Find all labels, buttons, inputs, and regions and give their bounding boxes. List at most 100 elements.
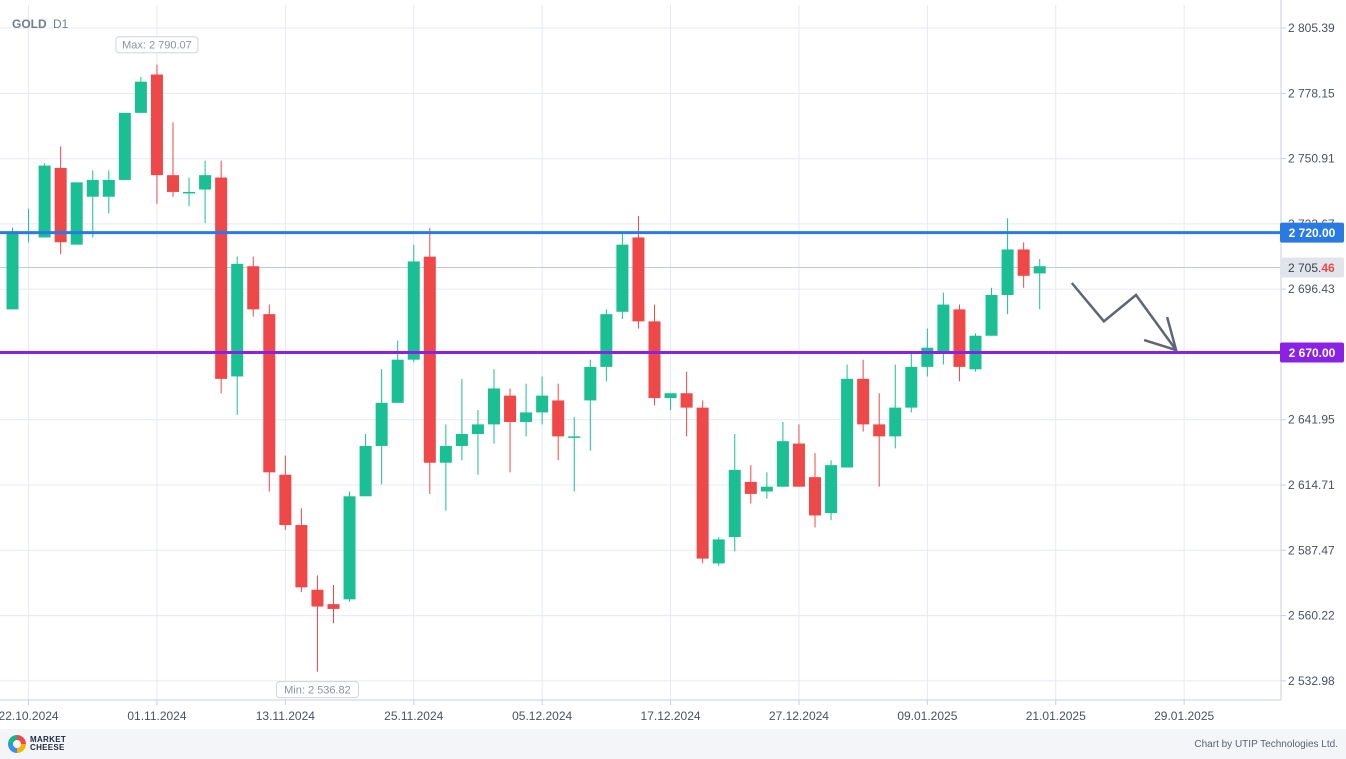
x-tick-label: 22.10.2024 bbox=[0, 709, 59, 723]
x-tick-label: 05.12.2024 bbox=[512, 709, 572, 723]
candle-bear[interactable] bbox=[167, 175, 179, 192]
x-tick-label: 21.01.2025 bbox=[1026, 709, 1086, 723]
footer-bar: MARKET CHEESE Chart by UTIP Technologies… bbox=[0, 729, 1346, 759]
candle-bull[interactable] bbox=[712, 539, 725, 564]
candle-bull[interactable] bbox=[985, 294, 998, 336]
candle-bear[interactable] bbox=[327, 604, 340, 609]
candle-bear[interactable] bbox=[744, 481, 757, 494]
forecast-arrowhead bbox=[1143, 316, 1178, 352]
candle-bear[interactable] bbox=[1017, 249, 1030, 276]
candle-bear[interactable] bbox=[857, 378, 870, 425]
current-price-tag bbox=[1280, 257, 1344, 278]
candle-bear[interactable] bbox=[150, 74, 163, 176]
candle-bull[interactable] bbox=[616, 244, 629, 312]
x-tick-label: 27.12.2024 bbox=[769, 709, 829, 723]
candle-bull[interactable] bbox=[199, 175, 212, 190]
y-tick-label: 2 641.95 bbox=[1288, 413, 1335, 427]
candle-bull[interactable] bbox=[455, 433, 468, 446]
x-tick-label: 17.12.2024 bbox=[641, 709, 701, 723]
y-tick-label: 2 750.91 bbox=[1288, 152, 1335, 166]
candle-bull[interactable] bbox=[584, 366, 597, 401]
y-tick-label: 2 560.22 bbox=[1288, 609, 1335, 623]
candle-bull[interactable] bbox=[471, 424, 484, 434]
chart-credit: Chart by UTIP Technologies Ltd. bbox=[1194, 739, 1338, 750]
candle-bull[interactable] bbox=[937, 304, 950, 353]
x-tick-label: 01.11.2024 bbox=[127, 709, 186, 723]
candle-bull[interactable] bbox=[407, 261, 420, 360]
forecast-arrow bbox=[1070, 282, 1178, 351]
candle-bull[interactable] bbox=[905, 366, 918, 408]
x-tick-label: 25.11.2024 bbox=[384, 709, 443, 723]
candle-bear[interactable] bbox=[295, 525, 308, 588]
max-label: Max: 2 790.07 bbox=[122, 40, 192, 52]
candle-bear[interactable] bbox=[504, 395, 517, 422]
candle-bull[interactable] bbox=[102, 179, 115, 197]
candle-bull[interactable] bbox=[134, 81, 147, 113]
candle-bear[interactable] bbox=[552, 400, 565, 437]
candle-bear[interactable] bbox=[792, 443, 805, 487]
candle-bull[interactable] bbox=[391, 359, 404, 403]
candle-bull[interactable] bbox=[343, 496, 356, 600]
candle-bull[interactable] bbox=[439, 445, 452, 463]
candle-bull[interactable] bbox=[118, 112, 131, 180]
candle-bear[interactable] bbox=[263, 314, 276, 473]
candle-bull[interactable] bbox=[760, 486, 773, 492]
candle-bull[interactable] bbox=[520, 412, 533, 422]
candle-bull[interactable] bbox=[359, 445, 372, 497]
candle-bull[interactable] bbox=[183, 191, 196, 194]
candle-bear[interactable] bbox=[247, 266, 260, 310]
logo-line-2: CHEESE bbox=[30, 743, 65, 752]
candle-bear[interactable] bbox=[54, 167, 67, 243]
x-tick-label: 29.01.2025 bbox=[1154, 709, 1214, 723]
candle-bear[interactable] bbox=[423, 256, 436, 463]
min-label: Min: 2 536.82 bbox=[284, 685, 351, 697]
max-label-box bbox=[115, 36, 199, 54]
y-tick-label: 2 532.98 bbox=[1288, 674, 1335, 688]
candle-bear[interactable] bbox=[648, 321, 661, 399]
price-chart[interactable]: 2 805.392 778.152 750.912 723.672 696.43… bbox=[0, 0, 1346, 729]
candle-bull[interactable] bbox=[1001, 249, 1014, 295]
candle-bull[interactable] bbox=[38, 165, 51, 238]
candle-bear[interactable] bbox=[279, 474, 292, 526]
candle-bear[interactable] bbox=[953, 309, 966, 367]
symbol-label: GOLD bbox=[12, 17, 47, 31]
candle-bull[interactable] bbox=[231, 263, 244, 377]
candle-bull[interactable] bbox=[536, 395, 549, 413]
candle-bull[interactable] bbox=[921, 347, 934, 367]
resistance-price-label: 2 720.00 bbox=[1289, 226, 1336, 240]
logo-line-1: MARKET bbox=[30, 735, 67, 744]
candle-bull[interactable] bbox=[568, 436, 581, 438]
x-tick-label: 09.01.2025 bbox=[897, 709, 957, 723]
x-tick-label: 13.11.2024 bbox=[256, 709, 315, 723]
candle-bull[interactable] bbox=[664, 393, 677, 399]
candle-bull[interactable] bbox=[841, 378, 854, 468]
candle-bear[interactable] bbox=[696, 407, 709, 559]
y-tick-label: 2 778.15 bbox=[1288, 86, 1335, 100]
y-tick-label: 2 587.47 bbox=[1288, 543, 1335, 557]
candle-bear[interactable] bbox=[873, 424, 886, 437]
candle-bear[interactable] bbox=[680, 393, 693, 408]
candle-bull[interactable] bbox=[6, 232, 19, 310]
support-price-label: 2 670.00 bbox=[1289, 346, 1336, 360]
candle-bull[interactable] bbox=[86, 179, 99, 197]
candle-bull[interactable] bbox=[825, 465, 838, 514]
y-tick-label: 2 696.43 bbox=[1288, 282, 1335, 296]
candle-bear[interactable] bbox=[311, 589, 324, 607]
candle-bull[interactable] bbox=[728, 469, 741, 538]
y-tick-label: 2 614.71 bbox=[1288, 478, 1335, 492]
candle-bear[interactable] bbox=[632, 237, 645, 322]
candle-bull[interactable] bbox=[600, 314, 613, 367]
candle-bull[interactable] bbox=[70, 182, 83, 245]
candle-bull[interactable] bbox=[488, 388, 500, 425]
candle-bull[interactable] bbox=[375, 402, 388, 446]
candle-bear[interactable] bbox=[215, 177, 228, 379]
resistance-price-tag bbox=[1280, 222, 1344, 243]
candle-bull[interactable] bbox=[776, 441, 789, 487]
y-tick-label: 2 805.39 bbox=[1288, 21, 1335, 35]
logo-icon bbox=[8, 735, 26, 753]
min-label-box bbox=[275, 681, 359, 699]
market-cheese-logo[interactable]: MARKET CHEESE bbox=[8, 735, 66, 753]
candle-bear[interactable] bbox=[809, 477, 821, 516]
candle-bull[interactable] bbox=[1033, 266, 1046, 274]
candle-bull[interactable] bbox=[889, 407, 902, 437]
